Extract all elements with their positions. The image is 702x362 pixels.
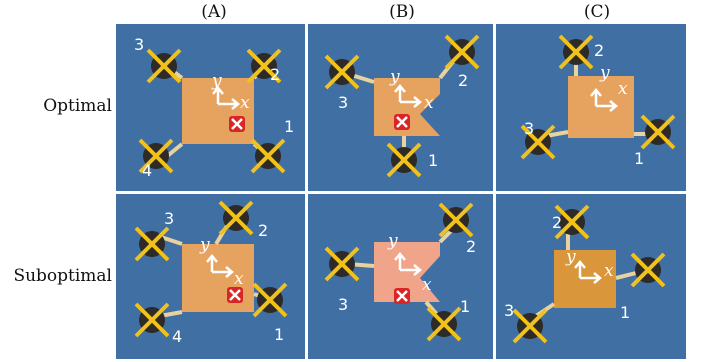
drone-label: 2 (466, 237, 476, 256)
drone (324, 54, 360, 90)
drone (520, 124, 556, 160)
x-axis-label: x (604, 261, 614, 281)
drone-label: 1 (284, 117, 294, 136)
failure-marker (229, 116, 245, 132)
axes-icon (212, 86, 240, 110)
drone-label: 2 (458, 71, 468, 90)
drone-label: 1 (274, 325, 284, 344)
x-axis-label: x (424, 93, 434, 113)
y-axis-label: y (199, 235, 210, 255)
x-axis-label: x (422, 275, 432, 295)
y-axis-label: y (211, 71, 222, 91)
drone (640, 114, 676, 150)
y-axis-label: y (599, 63, 610, 83)
axes-icon (590, 88, 618, 112)
failure-marker (227, 287, 243, 303)
photo-a-suboptimal: y x 1 2 3 4 (116, 194, 305, 359)
y-axis-label: y (565, 247, 576, 267)
drone (324, 246, 360, 282)
drone (134, 226, 170, 262)
drone-label: 1 (428, 151, 438, 170)
drone (252, 282, 288, 318)
failure-marker (394, 114, 410, 130)
axes-icon (574, 260, 602, 284)
x-axis-label: x (240, 93, 250, 113)
drone (138, 138, 174, 174)
drone-label: 4 (142, 161, 152, 180)
drone-label: 1 (460, 297, 470, 316)
photo-c-suboptimal: y x 1 2 3 (496, 194, 686, 359)
row-label-optimal: Optimal (43, 96, 112, 116)
drone (444, 34, 480, 70)
drone (630, 252, 666, 288)
drone-label: 3 (338, 295, 348, 314)
y-axis-label: y (389, 67, 400, 87)
drone-label: 3 (524, 119, 534, 138)
drone-label: 1 (634, 149, 644, 168)
photo-a-optimal: y x 1 2 3 4 (116, 24, 305, 191)
row-label-suboptimal: Suboptimal (13, 266, 112, 286)
drone (426, 306, 462, 342)
column-label-c: (C) (583, 2, 611, 22)
drone-label: 2 (594, 41, 604, 60)
drone-label: 2 (258, 221, 268, 240)
drone-label: 3 (134, 35, 144, 54)
axes-icon (206, 254, 234, 278)
photo-b-suboptimal: y x 1 2 3 (308, 194, 493, 359)
drone-label: 2 (552, 213, 562, 232)
failure-marker (394, 288, 410, 304)
axes-icon (394, 84, 422, 108)
drone (512, 308, 548, 344)
y-axis-label: y (387, 231, 398, 251)
photo-b-optimal: y x 1 2 3 (308, 24, 493, 191)
drone-label: 3 (164, 209, 174, 228)
drone (250, 138, 286, 174)
drone (558, 34, 594, 70)
x-axis-label: x (618, 79, 628, 99)
drone (146, 48, 182, 84)
drone (438, 202, 474, 238)
column-label-a: (A) (201, 2, 227, 22)
drone-label: 1 (620, 303, 630, 322)
drone-label: 2 (270, 65, 280, 84)
photo-c-optimal: y x 1 2 3 (496, 24, 686, 191)
drone (218, 200, 254, 236)
x-axis-label: x (234, 269, 244, 289)
drone-label: 3 (504, 301, 514, 320)
column-label-b: (B) (389, 2, 415, 22)
drone (134, 302, 170, 338)
drone-label: 4 (172, 327, 182, 346)
drone (554, 204, 590, 240)
drone-label: 3 (338, 93, 348, 112)
drone (386, 142, 422, 178)
drone (246, 48, 282, 84)
axes-icon (394, 252, 422, 276)
